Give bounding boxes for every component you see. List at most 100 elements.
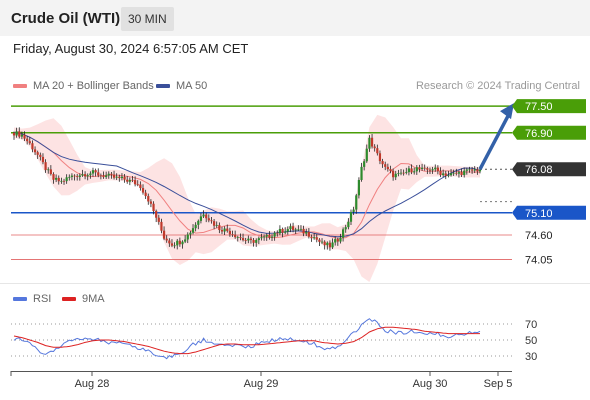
candle <box>44 159 47 173</box>
candle <box>392 168 395 181</box>
candle <box>220 226 224 235</box>
candle <box>299 225 303 232</box>
candle-body <box>83 174 87 177</box>
candle <box>241 233 245 242</box>
candle <box>223 226 226 235</box>
candle <box>360 162 363 182</box>
candle <box>102 171 105 179</box>
candle-body <box>15 131 18 136</box>
candle-body <box>236 237 239 238</box>
candle-body <box>447 175 450 177</box>
candle <box>36 150 39 159</box>
candle-body <box>297 229 300 231</box>
candle-body <box>247 238 250 241</box>
candle <box>226 224 229 233</box>
candle <box>334 236 337 246</box>
candle <box>257 236 260 245</box>
projection-arrowhead <box>500 103 514 120</box>
candle-body <box>86 175 89 177</box>
candle-body <box>357 179 360 196</box>
candle-body <box>165 238 168 241</box>
candle-body <box>376 148 379 154</box>
candle-body <box>223 228 226 232</box>
candle-body <box>199 216 203 221</box>
candle <box>423 164 426 171</box>
rsi-tick-label: 30 <box>525 351 537 363</box>
candle <box>160 218 163 234</box>
candle-body <box>239 237 242 239</box>
copyright-notice: Research © 2024 Trading Central <box>415 80 580 92</box>
candle-body <box>28 141 31 144</box>
rsi-tick-label: 50 <box>525 335 537 347</box>
candle-body <box>344 227 347 230</box>
candle <box>91 167 95 177</box>
candle <box>107 171 110 179</box>
price-tag-label: 76.08 <box>525 164 553 176</box>
candle <box>86 173 89 181</box>
candle-body <box>471 169 474 171</box>
candle-body <box>147 196 150 202</box>
candle <box>149 199 153 208</box>
candle <box>389 165 392 174</box>
candle-body <box>41 156 45 163</box>
legend-label-ma50: MA 50 <box>176 80 208 92</box>
candle <box>55 174 58 183</box>
candle-body <box>210 220 213 222</box>
candle <box>476 167 479 175</box>
ma50-line <box>13 132 481 238</box>
candle-body <box>260 237 263 239</box>
candle <box>460 168 463 178</box>
candle-body <box>255 240 258 243</box>
candle <box>381 158 384 168</box>
candle <box>73 174 76 181</box>
candle-body <box>70 175 74 177</box>
candle <box>326 241 329 250</box>
candle-body <box>315 237 318 240</box>
candle-body <box>289 226 292 230</box>
candle-body <box>120 176 124 179</box>
candle-body <box>407 168 411 173</box>
candle <box>428 167 432 175</box>
candle <box>249 236 253 244</box>
legend-9ma: 9MA <box>62 293 105 305</box>
candle-body <box>302 228 305 234</box>
candle-body <box>189 232 192 235</box>
candle <box>31 140 34 153</box>
candle <box>442 169 445 177</box>
candle-body <box>12 132 16 136</box>
rsi-9ma-line <box>13 326 480 355</box>
candle-body <box>184 239 187 242</box>
candle <box>65 174 68 184</box>
candle-body <box>57 177 60 182</box>
candle <box>415 165 418 175</box>
candle <box>168 238 171 247</box>
candle-body <box>170 243 174 246</box>
candle <box>376 144 379 156</box>
candle <box>302 225 305 237</box>
candle <box>99 173 102 180</box>
chart-header: Crude Oil (WTI) 30 MIN <box>0 0 590 36</box>
price-tag-label: 76.90 <box>525 128 553 140</box>
timeframe-button[interactable]: 30 MIN <box>121 7 174 31</box>
candle <box>297 225 300 232</box>
price-tag-77.50: 77.50 <box>512 99 586 114</box>
candle-body <box>128 179 131 182</box>
candle-body <box>252 239 255 243</box>
candle-body <box>310 236 313 239</box>
candle-body <box>257 238 260 241</box>
candle <box>152 201 155 215</box>
candle <box>263 234 266 241</box>
candle-body <box>168 240 171 244</box>
candle <box>444 170 447 180</box>
candle <box>291 222 295 233</box>
candle <box>28 136 31 145</box>
legend-swatch-9ma <box>62 297 76 302</box>
report-datetime: Friday, August 30, 2024 6:57:05 AM CET <box>13 41 249 56</box>
candle-body <box>449 173 453 176</box>
candle-body <box>215 225 218 226</box>
price-tag-label: 77.50 <box>525 101 553 113</box>
candle-body <box>194 224 197 229</box>
candle <box>120 173 124 181</box>
candle <box>344 224 347 233</box>
candle-body <box>347 221 350 228</box>
